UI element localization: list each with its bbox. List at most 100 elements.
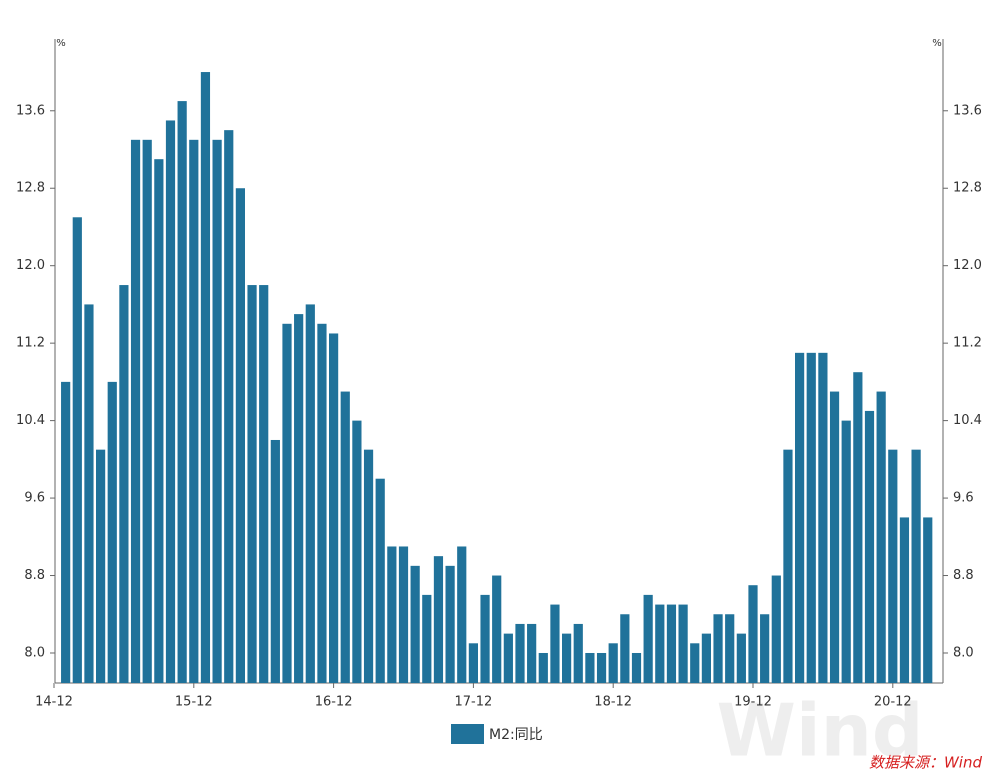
bar [492,575,502,683]
bar [96,449,106,683]
y-tick-label: 11.2 [16,336,45,351]
y-tick-label-right: 8.0 [953,645,974,660]
bar [538,652,548,683]
bar [701,633,711,683]
x-tick-label: 16-12 [315,695,353,710]
bar [678,604,688,683]
bar [573,623,583,683]
bar [433,556,444,683]
bar [305,304,315,683]
y-tick-label: 9.6 [24,491,45,506]
bar [468,643,478,683]
y-tick-label: 12.0 [16,258,45,273]
bar [387,546,397,683]
bar [398,546,409,683]
y-tick-label: 8.8 [24,568,45,583]
source-note: 数据来源：Wind [869,754,983,772]
bar [550,604,560,683]
bar [130,139,141,683]
bar [596,652,607,683]
y-axis-unit-right: % [932,38,942,49]
bar [84,304,94,683]
bar [480,594,490,683]
y-tick-label-right: 8.8 [953,568,974,583]
bar [864,410,875,683]
bar [736,633,746,683]
bar [515,623,525,683]
bar [620,614,630,683]
bar [725,614,735,683]
bar [527,623,537,683]
bar [72,217,82,684]
bar [818,352,828,683]
bar [841,420,851,683]
bar [631,652,642,683]
bar [445,565,455,683]
bar [795,352,805,683]
y-tick-label-right: 12.8 [953,181,982,196]
bar [853,372,863,683]
bar [760,614,770,683]
bar [340,391,350,683]
bar [317,323,327,683]
bar [410,565,420,683]
legend-swatch [451,724,484,744]
bar [783,449,793,683]
bar [352,420,362,683]
bar [911,449,921,683]
bar [235,188,245,683]
y-axis-unit: % [56,38,66,49]
bar [806,352,816,683]
bar [270,439,280,683]
bar [107,381,117,683]
bar [375,478,385,683]
bar [294,314,304,683]
bar [212,139,222,683]
bar [329,333,339,683]
bar [655,604,665,683]
y-tick-label: 10.4 [16,413,45,428]
bar [61,381,71,683]
bar [224,130,234,684]
bar [899,517,910,683]
bar [748,585,758,683]
bar [876,391,886,683]
x-tick-label: 18-12 [594,695,632,710]
bar [666,604,677,683]
x-tick-label: 15-12 [175,695,213,710]
bar [503,633,513,683]
bar [259,285,269,683]
bar [177,101,187,683]
legend-label: M2:同比 [489,727,543,743]
bar [282,323,292,683]
x-tick-label: 14-12 [35,695,73,710]
bar [888,449,898,683]
bar [643,594,653,683]
y-tick-label-right: 11.2 [953,336,982,351]
bar [422,594,432,683]
bar [119,285,129,683]
bar [771,575,781,683]
watermark: Wind [717,689,924,773]
y-tick-label: 12.8 [16,181,45,196]
y-tick-label: 13.6 [16,103,45,118]
bar [363,449,374,683]
x-tick-label: 19-12 [734,695,772,710]
y-tick-label-right: 13.6 [953,103,982,118]
bar [608,643,618,683]
y-tick-label-right: 9.6 [953,491,974,506]
bar [165,120,176,684]
x-tick-label: 17-12 [455,695,493,710]
bar [829,391,840,683]
bar [154,159,164,683]
bar [189,139,199,683]
bar [457,546,467,683]
bar [923,517,933,683]
y-tick-label-right: 12.0 [953,258,982,273]
bar [585,652,595,683]
bar [200,72,211,684]
bar [142,139,152,683]
x-tick-label: 20-12 [874,695,912,710]
bar [562,633,572,683]
